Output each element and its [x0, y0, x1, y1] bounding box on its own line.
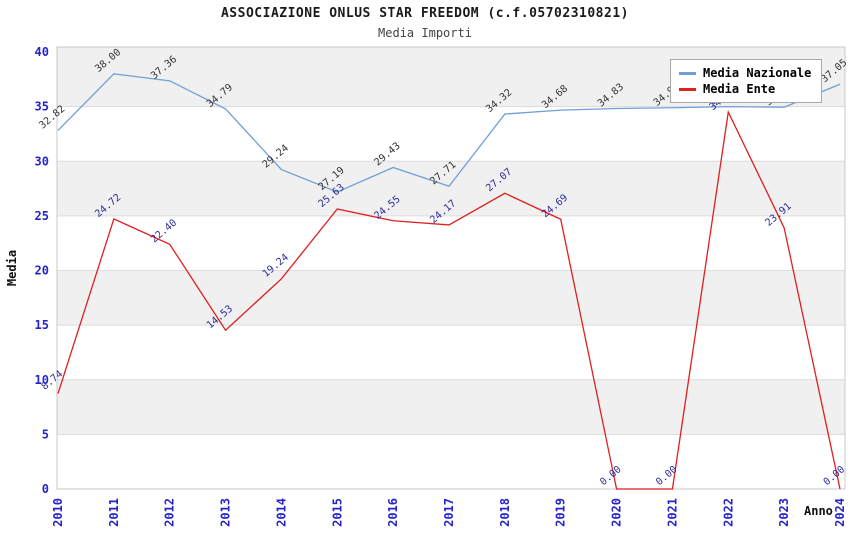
svg-text:2012: 2012 [163, 498, 177, 527]
svg-text:2014: 2014 [274, 498, 288, 527]
svg-text:35: 35 [35, 100, 49, 114]
media-ente-line-swatch [679, 87, 696, 91]
svg-text:2010: 2010 [51, 498, 65, 527]
svg-text:15: 15 [35, 318, 49, 332]
svg-text:2011: 2011 [107, 498, 121, 527]
legend-item-media-ente: Media Ente [679, 81, 811, 97]
svg-text:2022: 2022 [721, 498, 735, 527]
legend-label-media-ente: Media Ente [703, 82, 776, 96]
svg-text:10: 10 [35, 373, 49, 387]
svg-text:2020: 2020 [610, 498, 624, 527]
svg-text:2019: 2019 [554, 498, 568, 527]
chart-title: ASSOCIAZIONE ONLUS STAR FREEDOM (c.f.057… [220, 6, 629, 21]
svg-text:0: 0 [42, 482, 49, 496]
svg-text:25: 25 [35, 209, 49, 223]
svg-text:2023: 2023 [777, 498, 791, 527]
legend: Media Nazionale Media Ente [670, 59, 823, 103]
y-axis-title: Media [5, 249, 19, 287]
svg-text:2015: 2015 [330, 498, 344, 527]
svg-text:5: 5 [42, 427, 49, 441]
svg-text:30: 30 [35, 154, 49, 168]
legend-item-media-nazionale: Media Nazionale [679, 65, 811, 81]
svg-text:20: 20 [35, 264, 49, 278]
media-nazionale-line-swatch [679, 71, 696, 75]
svg-text:2016: 2016 [386, 498, 400, 527]
x-axis-title: Anno [804, 504, 833, 518]
svg-text:2021: 2021 [665, 498, 679, 527]
svg-text:2013: 2013 [219, 498, 233, 527]
chart-subtitle: Media Importi [378, 26, 472, 40]
legend-label-media-nazionale: Media Nazionale [703, 66, 812, 80]
svg-text:2017: 2017 [442, 498, 456, 527]
svg-text:40: 40 [35, 45, 49, 59]
svg-text:2024: 2024 [833, 498, 847, 527]
svg-text:2018: 2018 [498, 498, 512, 527]
